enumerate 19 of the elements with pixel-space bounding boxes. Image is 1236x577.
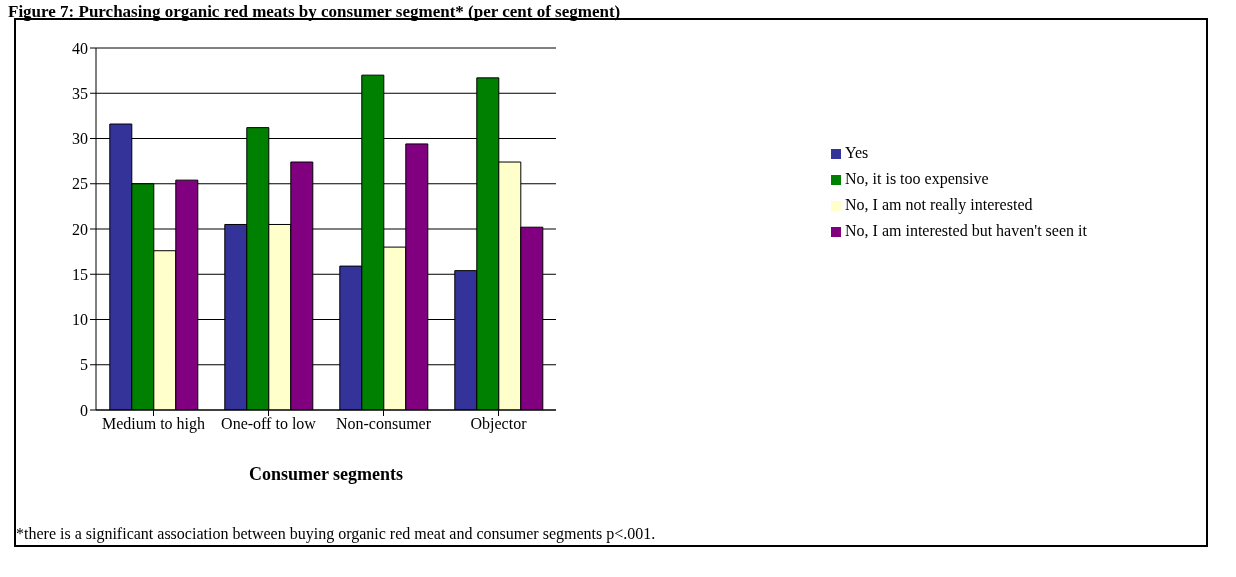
- legend-label: Yes: [845, 144, 869, 161]
- x-tick-label: Non-consumer: [335, 415, 432, 433]
- y-tick-label: 30: [72, 130, 88, 148]
- legend-label: No, I am not really interested: [845, 196, 1033, 213]
- y-tick-label: 20: [72, 220, 88, 238]
- y-tick-label: 15: [72, 265, 88, 283]
- x-axis-title: Consumer segments: [248, 464, 404, 484]
- y-tick-label: 25: [72, 175, 88, 193]
- y-tick-label: 40: [72, 39, 88, 57]
- y-tick-label: 10: [72, 311, 88, 329]
- y-tick-label: 35: [72, 84, 88, 102]
- y-tick-label: 5: [80, 356, 88, 374]
- x-tick-label: Medium to high: [101, 415, 206, 434]
- x-tick-label: One-off to low: [221, 415, 317, 433]
- legend-label: No, I am interested but haven't seen it: [845, 222, 1087, 239]
- legend-label: No, it is too expensive: [845, 170, 989, 187]
- text: *there is a significant association between buying organic red meat and consumer segments p<.001.: [16, 525, 656, 543]
- x-tick-label: Objector: [470, 415, 528, 434]
- y-tick-label: 0: [80, 401, 88, 419]
